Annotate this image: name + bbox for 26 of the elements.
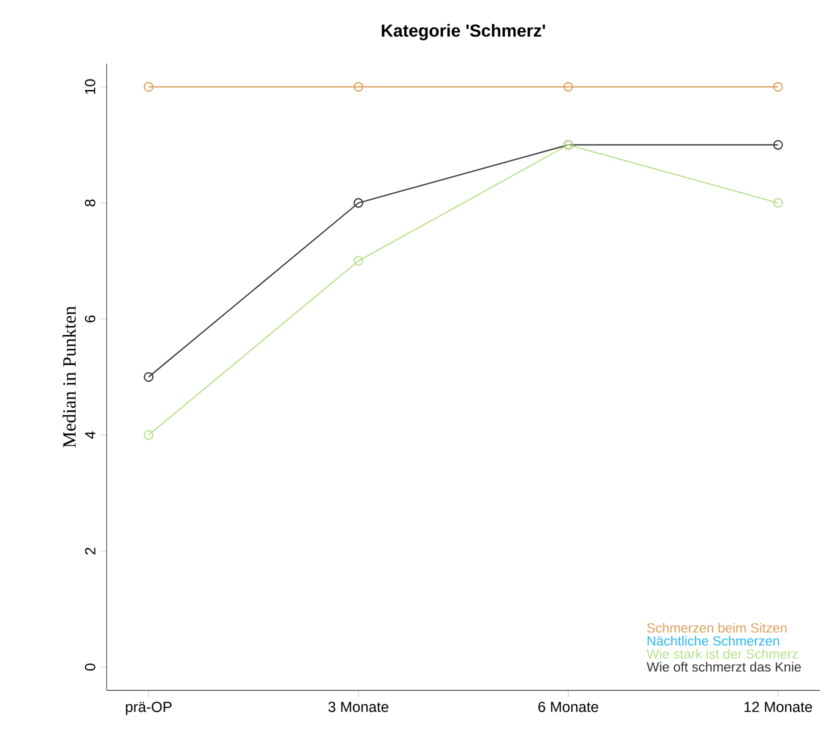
point (354, 256, 364, 266)
text: Wie oft schmerzt das Knie (646, 662, 801, 672)
point (144, 430, 154, 440)
chart-title: Kategorie 'Schmerz' (382, 24, 546, 40)
y-tick-label: 4 (85, 431, 96, 439)
point (354, 198, 364, 208)
text: Schmerzen beim Sitzen (647, 622, 786, 633)
x-tick-label: 6 Monate (538, 702, 598, 712)
point (144, 82, 154, 92)
point (773, 82, 783, 92)
point (563, 82, 574, 92)
x-tick-label: prä-OP (126, 702, 172, 715)
point (773, 198, 783, 208)
legend-label: Nächtliche Schmerzen (648, 636, 780, 646)
point (354, 82, 364, 92)
y-axis-title: Median in Punkten (62, 306, 76, 448)
y-tick-label: 10 (84, 79, 96, 94)
text: Wie stark ist der Schmerz (646, 648, 798, 659)
x-tick-label: 3 Monate (328, 702, 388, 712)
y-tick-label: 8 (84, 199, 96, 206)
y-tick-label: 6 (84, 316, 96, 322)
y-tick-label: 0 (84, 664, 96, 671)
x-tick-label: 12 Monate (744, 702, 812, 712)
y-tick-label: 2 (85, 548, 96, 554)
point (773, 140, 783, 150)
point (144, 372, 154, 382)
